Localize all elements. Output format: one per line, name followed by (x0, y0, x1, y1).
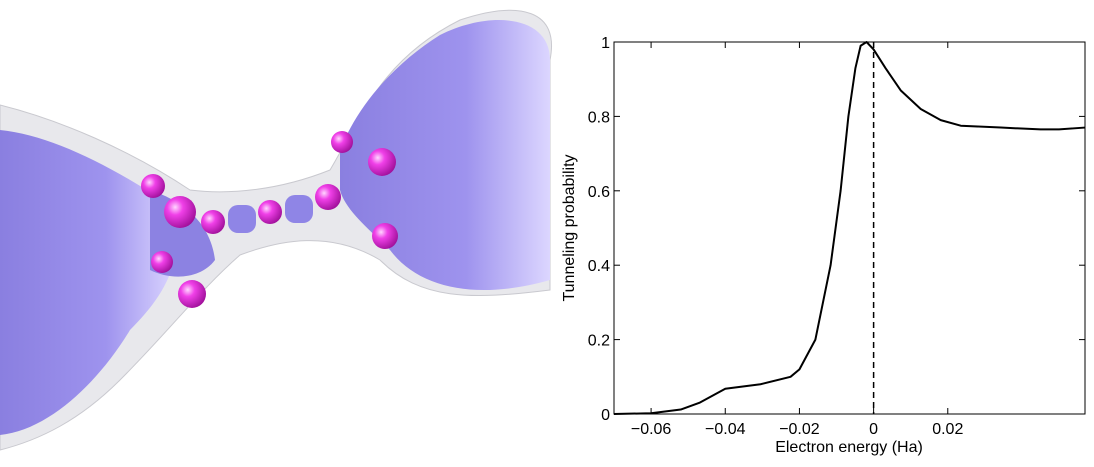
data-line (613, 41, 1086, 415)
x-tick-label: −0.02 (779, 421, 820, 438)
y-tick-label: 0.8 (588, 109, 610, 126)
molecule-render (0, 9, 552, 451)
plot: 0 0.2 0.4 0.6 0.8 1 −0.06 −0.04 −0.02 0 0.02 (588, 35, 1086, 438)
x-axis-label: Electron energy (Ha) (775, 439, 923, 456)
x-tick-label: −0.04 (705, 421, 746, 438)
x-tick-label: 0 (869, 421, 878, 438)
plot-frame (613, 41, 1086, 415)
y-tick-label: 0.4 (588, 258, 610, 275)
x-tick-label: 0.02 (932, 421, 963, 438)
y-axis-label: Tunneling probability (561, 154, 578, 301)
y-tick-label: 0.6 (588, 184, 610, 201)
y-tick-label: 1 (601, 35, 610, 52)
x-tick-label: −0.06 (631, 421, 672, 438)
y-tick-label: 0.2 (588, 333, 610, 350)
y-tick-label: 0 (601, 407, 610, 424)
